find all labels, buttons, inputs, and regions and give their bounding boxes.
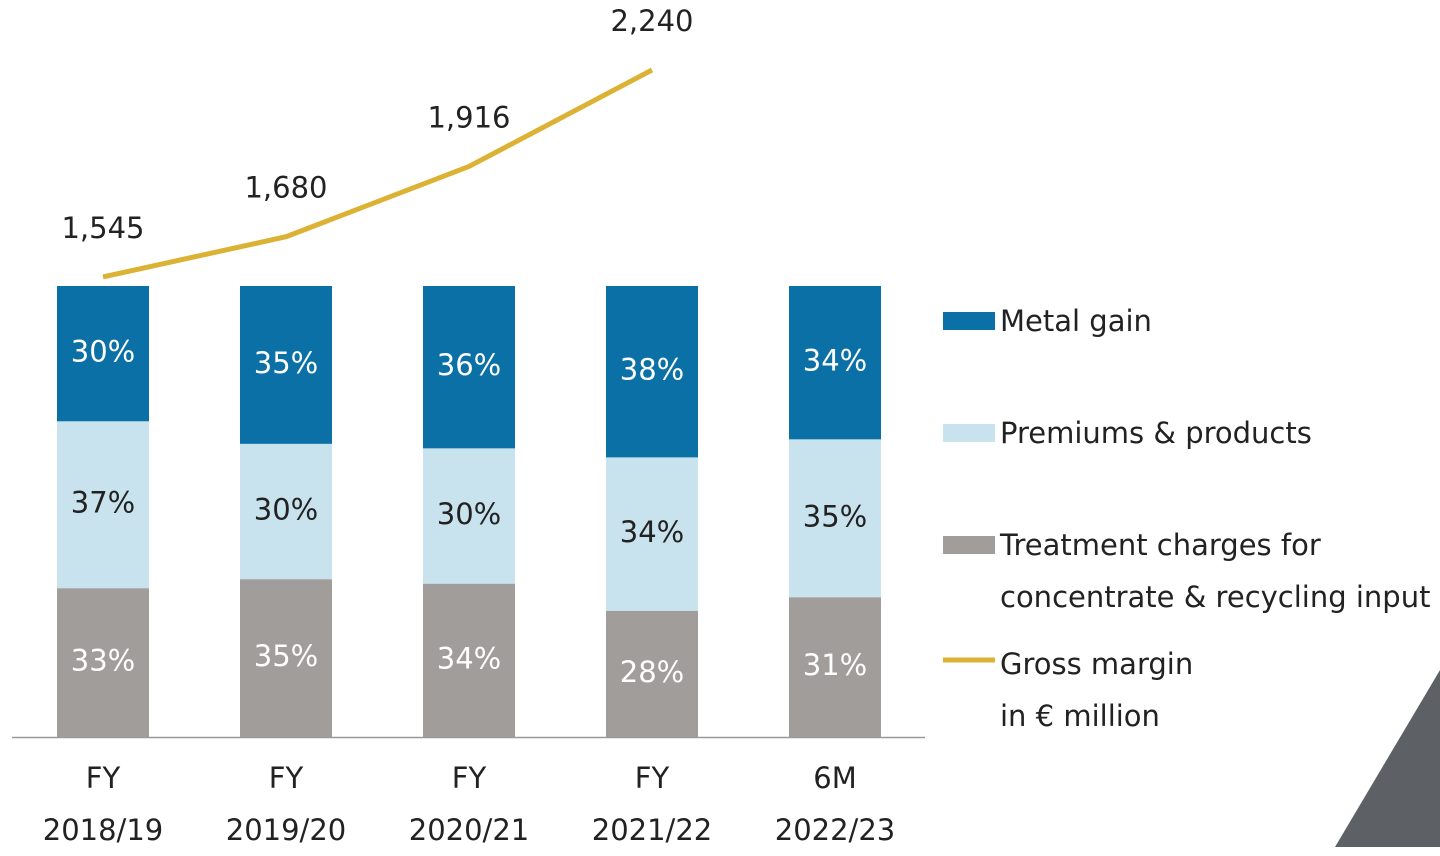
data-label: 37%: [71, 486, 135, 520]
data-label: 34%: [437, 641, 501, 675]
data-label: 35%: [254, 346, 318, 380]
bar-segment: [240, 579, 332, 737]
x-tick-label: FY 2020/21: [408, 761, 530, 847]
x-tick-label: 6M 2022/23: [774, 761, 896, 847]
decor-image: [1335, 670, 1440, 847]
bar-segment: [789, 439, 881, 598]
bar-segment: [606, 286, 698, 458]
data-label: 1,916: [427, 100, 510, 134]
bar-segment: [57, 421, 149, 589]
x-tick-label: FY 2018/19: [42, 761, 164, 847]
data-label: 1,545: [61, 211, 144, 245]
data-label: 28%: [620, 655, 684, 689]
bar-segment: [57, 286, 149, 422]
data-label: 36%: [437, 348, 501, 382]
data-label: 30%: [437, 497, 501, 531]
x-tick-label: FY 2021/22: [591, 761, 713, 847]
bar-segment: [606, 610, 698, 737]
bar-segment: [423, 583, 515, 737]
x-tick-label: FY 2019/20: [225, 761, 347, 847]
bar-segment: [240, 286, 332, 444]
legend-swatch: [943, 424, 995, 442]
data-label: 1,680: [244, 171, 327, 205]
bar-segment: [789, 597, 881, 737]
data-label: 35%: [254, 639, 318, 673]
bar-segment: [57, 588, 149, 737]
legend-swatch: [943, 536, 995, 554]
legend-label: Premiums & products: [1000, 416, 1312, 450]
data-label: 35%: [803, 499, 867, 533]
data-label: 30%: [71, 335, 135, 369]
data-label: 34%: [803, 344, 867, 378]
legend-label: Metal gain: [1000, 304, 1152, 338]
bar-segment: [789, 286, 881, 440]
bar-segment: [240, 443, 332, 580]
data-label: 34%: [620, 515, 684, 549]
bar-segment: [423, 286, 515, 449]
data-label: 2,240: [610, 4, 693, 38]
data-label: 31%: [803, 648, 867, 682]
legend-label: Treatment charges for concentrate & recy…: [1000, 528, 1431, 614]
bar-segment: [606, 457, 698, 611]
legend-label: Gross margin in € million: [1000, 647, 1194, 733]
legend-swatch: [943, 312, 995, 330]
data-label: 30%: [254, 493, 318, 527]
line: [102, 67, 654, 280]
data-label: 33%: [71, 644, 135, 678]
data-label: 38%: [620, 353, 684, 387]
bar-segment: [423, 448, 515, 584]
